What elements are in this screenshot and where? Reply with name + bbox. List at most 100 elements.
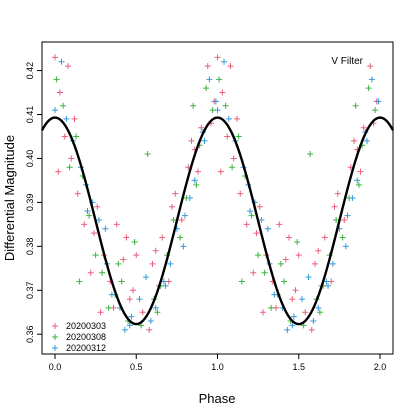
data-point (221, 58, 227, 65)
data-point (294, 238, 301, 245)
data-point (73, 133, 80, 140)
data-point (281, 278, 288, 285)
data-point (159, 234, 166, 241)
y-tick-label: 0.36 (25, 325, 35, 343)
data-point (71, 115, 78, 122)
data-point (299, 296, 305, 303)
data-point (282, 256, 289, 263)
data-point (237, 190, 244, 197)
data-point (74, 190, 81, 197)
data-point (238, 278, 245, 285)
x-axis-title: Phase (199, 391, 236, 406)
data-point (307, 151, 314, 158)
data-point (360, 124, 367, 131)
data-point (131, 238, 138, 245)
data-point (182, 212, 188, 219)
legend-marker (52, 334, 58, 340)
data-point (94, 203, 101, 210)
data-point (315, 247, 322, 254)
data-point (186, 195, 193, 201)
data-point (268, 304, 275, 311)
x-tick-label: 2.0 (374, 362, 387, 372)
data-point (375, 98, 382, 105)
data-point (52, 54, 58, 61)
model-curve (40, 116, 395, 326)
data-point (86, 212, 93, 219)
data-point (198, 124, 205, 131)
legend-marker (52, 323, 58, 329)
data-point (277, 260, 284, 267)
data-point (216, 76, 223, 83)
data-point (248, 212, 255, 219)
data-point (167, 260, 174, 267)
data-point (68, 155, 75, 162)
data-point (61, 133, 68, 140)
data-point (177, 234, 184, 241)
data-point (92, 252, 99, 259)
data-point (276, 221, 283, 228)
data-point (201, 137, 208, 144)
data-point (214, 54, 221, 61)
x-tick-label: 1.0 (211, 362, 224, 372)
data-point (227, 63, 234, 70)
plot-frame (41, 41, 394, 355)
data-point (146, 326, 153, 333)
data-point (271, 291, 278, 298)
y-tick-label: 0.40 (25, 150, 35, 168)
data-point (225, 115, 232, 122)
data-point (243, 221, 250, 228)
legend-marker (52, 345, 58, 351)
data-point (352, 102, 359, 109)
data-point (133, 252, 140, 259)
legend-label: 20200308 (66, 332, 106, 342)
data-point (144, 151, 151, 158)
data-point (258, 216, 265, 223)
data-point (234, 115, 240, 122)
data-point (99, 269, 106, 276)
y-tick-label: 0.42 (25, 62, 35, 80)
data-point (253, 230, 260, 237)
data-point (308, 326, 315, 333)
data-point (305, 274, 312, 281)
data-point (91, 230, 97, 237)
data-point (321, 234, 328, 241)
data-point (113, 221, 120, 228)
data-point (56, 89, 63, 96)
data-point (136, 296, 143, 303)
data-point (130, 287, 136, 294)
data-point (342, 243, 349, 250)
data-point (95, 216, 102, 223)
data-point (66, 164, 73, 171)
data-point (364, 137, 370, 144)
data-point (331, 203, 338, 210)
data-point (128, 313, 135, 320)
data-point (154, 309, 161, 316)
data-point (84, 208, 91, 215)
data-point (214, 107, 221, 114)
data-point (255, 252, 262, 259)
data-point (341, 216, 348, 223)
data-point (235, 133, 242, 140)
data-point (219, 89, 226, 96)
data-point (102, 225, 109, 232)
data-point (312, 260, 318, 267)
data-point (286, 234, 292, 241)
data-point (289, 296, 296, 303)
data-point (260, 309, 266, 316)
data-point (212, 98, 219, 105)
data-point (289, 322, 296, 329)
data-point (162, 282, 169, 289)
data-point (357, 168, 364, 175)
data-point (295, 252, 302, 259)
y-tick-label: 0.37 (25, 282, 35, 300)
data-point (193, 181, 200, 188)
x-axis: 0.0 0.5 1.0 1.5 2.0 (49, 354, 387, 372)
data-point (204, 63, 211, 70)
data-point (152, 304, 159, 311)
y-tick-label: 0.38 (25, 238, 35, 256)
data-point (203, 85, 210, 92)
data-point (349, 195, 356, 201)
data-point (60, 102, 67, 109)
legend-label: 20200303 (66, 321, 106, 331)
